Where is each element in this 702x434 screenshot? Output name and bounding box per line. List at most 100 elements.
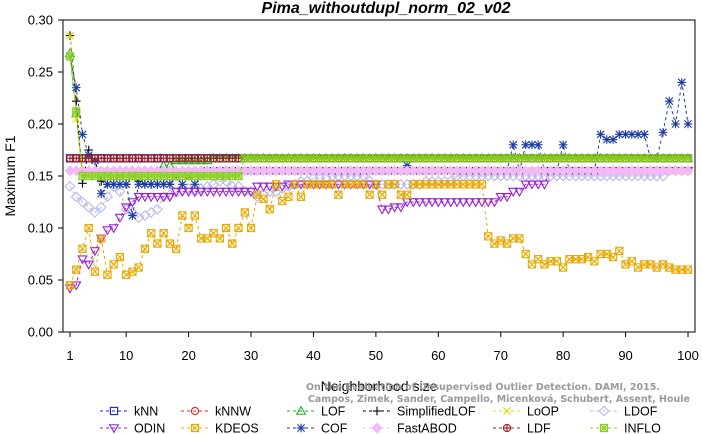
data-point <box>482 198 494 208</box>
legend-label: COF <box>321 422 348 434</box>
data-point <box>152 193 163 203</box>
data-point <box>134 263 143 272</box>
data-point <box>489 198 500 208</box>
data-point <box>64 180 76 192</box>
data-point <box>153 239 162 248</box>
legend-label: LOF <box>321 405 346 419</box>
legend-label: LDOF <box>624 405 658 419</box>
data-point <box>558 140 568 150</box>
data-point <box>202 154 213 165</box>
data-point <box>178 211 187 220</box>
data-point <box>284 192 293 201</box>
legend-item-LDF: LDF <box>493 422 551 434</box>
watermark: Campos, Zimek, Sander, Campello, Micenko… <box>306 382 690 405</box>
data-point <box>189 154 201 165</box>
data-point <box>514 187 525 198</box>
data-point <box>114 213 126 224</box>
legend-marker <box>371 422 383 434</box>
x-tick-label: 30 <box>244 348 258 363</box>
legend-item-COF: COF <box>287 422 348 434</box>
x-tick-label: 1 <box>66 348 73 363</box>
legend: kNN kNNW LOF SimplifiedLOF LoOP LDOF ODIN KDEOS… <box>100 405 661 434</box>
y-tick-label: 0.25 <box>28 65 53 80</box>
data-point <box>72 107 81 116</box>
data-point <box>240 208 249 217</box>
data-point <box>153 180 162 189</box>
data-point <box>178 180 187 189</box>
data-point <box>89 247 101 257</box>
data-point <box>639 130 649 139</box>
data-point <box>114 186 126 198</box>
data-point <box>215 234 224 243</box>
legend-marker <box>598 405 610 417</box>
data-point <box>233 187 244 198</box>
data-point <box>590 257 599 266</box>
data-point <box>84 223 93 233</box>
data-point <box>214 187 226 198</box>
data-point <box>265 205 274 214</box>
data-point <box>228 239 237 248</box>
data-point <box>78 178 87 188</box>
data-point <box>102 226 113 236</box>
data-point <box>376 205 388 215</box>
data-point <box>296 192 306 201</box>
data-point <box>183 187 194 198</box>
legend-label: LDF <box>527 422 551 434</box>
series-FastABOD <box>64 165 694 177</box>
data-point <box>145 193 157 203</box>
data-point <box>83 201 95 213</box>
data-point <box>72 114 81 123</box>
x-tick-label: 80 <box>556 348 570 363</box>
data-point <box>328 180 337 189</box>
legend-marker <box>109 406 119 416</box>
data-point <box>683 119 693 129</box>
y-tick-label: 0.00 <box>28 325 53 340</box>
legend-item-SimplifiedLOF: SimplifiedLOF <box>363 405 476 419</box>
data-point <box>72 265 81 274</box>
legend-marker <box>503 407 511 415</box>
data-point <box>658 128 668 137</box>
chart-title: Pima_withoutdupl_norm_02_v02 <box>262 0 511 17</box>
data-point <box>151 203 163 215</box>
data-point <box>190 211 199 220</box>
data-point <box>96 189 106 198</box>
legend-item-kNNW: kNNW <box>181 405 251 419</box>
data-point <box>484 232 493 241</box>
watermark-authors: Campos, Zimek, Sander, Campello, Micenko… <box>308 394 690 405</box>
data-point <box>239 187 251 198</box>
data-point <box>683 265 693 274</box>
data-point <box>177 154 188 165</box>
legend-label: FastABOD <box>397 422 457 434</box>
data-point <box>89 206 101 218</box>
x-tick-label: 50 <box>369 348 383 363</box>
data-point <box>159 229 168 238</box>
data-point <box>220 187 232 198</box>
legend-marker <box>190 406 200 416</box>
data-point <box>145 206 157 218</box>
data-point <box>602 135 612 144</box>
legend-item-ODIN: ODIN <box>100 422 165 434</box>
data-point <box>164 193 176 203</box>
data-point <box>526 180 538 190</box>
legend-item-FastABOD: FastABOD <box>363 422 457 434</box>
data-point <box>70 191 82 203</box>
legend-item-LOF: LOF <box>287 405 346 419</box>
data-point <box>77 255 88 265</box>
data-point <box>170 154 182 165</box>
x-tick-label: 10 <box>119 348 133 363</box>
y-tick-label: 0.15 <box>28 169 53 184</box>
data-point <box>190 180 200 189</box>
y-tick-label: 0.10 <box>28 221 53 236</box>
watermark-citation: On the Evaluation of Unsupervised Outlie… <box>306 382 660 393</box>
data-point <box>158 193 169 203</box>
data-point <box>146 180 156 189</box>
data-point <box>109 260 118 269</box>
data-point <box>78 244 87 253</box>
data-point <box>515 234 524 243</box>
data-point <box>201 180 213 192</box>
data-point <box>445 175 457 187</box>
x-tick-label: 70 <box>493 348 507 363</box>
data-point <box>359 180 368 189</box>
legend-label: kNNW <box>215 405 251 419</box>
legend-label: kNN <box>134 405 158 419</box>
